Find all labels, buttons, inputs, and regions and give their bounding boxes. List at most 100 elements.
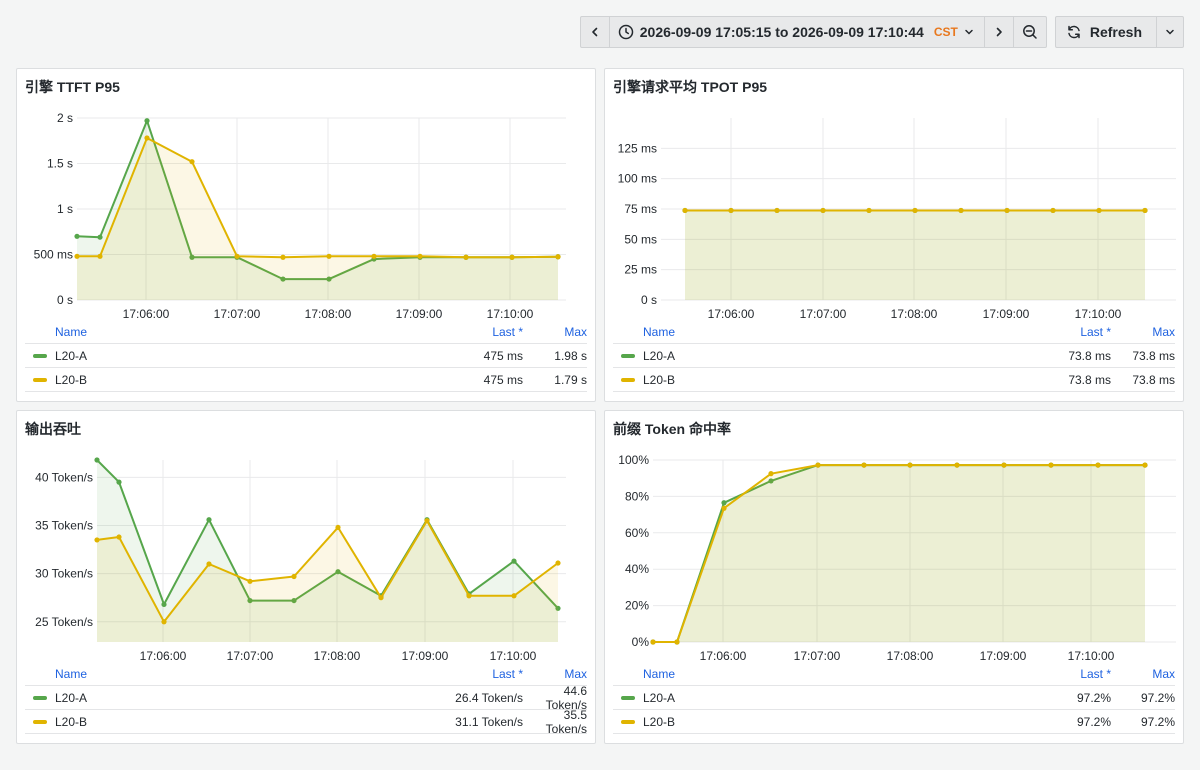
data-point-l20-b[interactable] xyxy=(1142,462,1148,468)
data-point-l20-b[interactable] xyxy=(774,207,780,214)
legend-header-max[interactable]: Max xyxy=(564,666,587,681)
legend-row[interactable]: L20-B 73.8 ms 73.8 ms xyxy=(613,368,1175,392)
data-point-l20-b[interactable] xyxy=(371,253,377,259)
data-point-l20-b[interactable] xyxy=(291,573,297,580)
legend-series-name[interactable]: L20-A xyxy=(613,691,1001,705)
legend-header-name[interactable]: Name xyxy=(55,666,88,681)
data-point-l20-b[interactable] xyxy=(1096,207,1102,214)
legend-series-name[interactable]: L20-B xyxy=(25,715,413,729)
series-line-l20-b[interactable] xyxy=(77,137,559,259)
data-point-l20-a[interactable] xyxy=(247,597,253,604)
data-point-l20-a[interactable] xyxy=(291,597,297,604)
data-point-l20-a[interactable] xyxy=(511,558,517,564)
data-point-l20-a[interactable] xyxy=(97,234,103,240)
zoom-out-button[interactable] xyxy=(1012,17,1046,47)
data-point-l20-b[interactable] xyxy=(820,207,826,214)
data-point-l20-b[interactable] xyxy=(161,619,167,625)
data-point-l20-b[interactable] xyxy=(958,207,964,214)
legend-header-max[interactable]: Max xyxy=(1152,324,1175,339)
data-point-l20-b[interactable] xyxy=(674,639,680,645)
data-point-l20-b[interactable] xyxy=(511,593,517,599)
legend-row[interactable]: L20-A 97.2% 97.2% xyxy=(613,686,1175,710)
data-point-l20-b[interactable] xyxy=(555,254,561,260)
data-point-l20-b[interactable] xyxy=(768,471,774,477)
legend-row[interactable]: L20-A 26.4 Token/s 44.6 Token/s xyxy=(25,684,587,712)
legend-row[interactable]: L20-A 73.8 ms 73.8 ms xyxy=(613,344,1175,368)
legend-series-name[interactable]: L20-A xyxy=(613,349,1001,363)
data-point-l20-b[interactable] xyxy=(555,560,561,566)
legend-series-name[interactable]: L20-B xyxy=(613,715,1001,729)
legend-header-last[interactable]: Last * xyxy=(1080,324,1111,339)
legend-header-last[interactable]: Last * xyxy=(492,324,523,339)
data-point-l20-b[interactable] xyxy=(116,534,122,540)
data-point-l20-b[interactable] xyxy=(280,254,286,260)
data-point-l20-a[interactable] xyxy=(189,254,195,260)
data-point-l20-a[interactable] xyxy=(161,601,167,608)
panel-prefix-cache-hit-rate[interactable]: 前缀 Token 命中率 0% 20% 40% 60% 80% 100% 17:06:00 1… xyxy=(604,410,1184,744)
legend-row[interactable]: L20-A 475 ms 1.98 s xyxy=(25,344,587,368)
data-point-l20-b[interactable] xyxy=(861,462,867,468)
data-point-l20-b[interactable] xyxy=(721,505,727,511)
data-point-l20-b[interactable] xyxy=(866,207,872,214)
data-point-l20-b[interactable] xyxy=(189,159,195,165)
chart-area[interactable]: 0 s 25 ms 50 ms 75 ms 100 ms 125 ms 17:06:00 17… xyxy=(605,69,1183,319)
data-point-l20-b[interactable] xyxy=(1048,462,1054,468)
data-point-l20-b[interactable] xyxy=(1004,207,1010,214)
panel-tpot-p95[interactable]: 引擎请求平均 TPOT P95 0 s 25 ms 50 ms 75 ms 100 ms… xyxy=(604,68,1184,402)
chart-area[interactable]: 25 Token/s 30 Token/s 35 Token/s 40 Token/s… xyxy=(17,411,595,661)
legend-header-name[interactable]: Name xyxy=(643,324,676,339)
data-point-l20-b[interactable] xyxy=(94,537,100,543)
legend-header-name[interactable]: Name xyxy=(643,666,676,681)
data-point-l20-a[interactable] xyxy=(74,233,80,239)
data-point-l20-b[interactable] xyxy=(417,253,423,259)
data-point-l20-b[interactable] xyxy=(728,207,734,214)
legend-series-name[interactable]: L20-A xyxy=(25,349,413,363)
data-point-l20-a[interactable] xyxy=(768,478,774,484)
data-point-l20-a[interactable] xyxy=(116,479,122,485)
chart-area[interactable]: 0% 20% 40% 60% 80% 100% 17:06:00 17:07:00 17:08:… xyxy=(605,411,1183,661)
data-point-l20-a[interactable] xyxy=(555,605,561,611)
legend-row[interactable]: L20-B 31.1 Token/s 35.5 Token/s xyxy=(25,708,587,736)
refresh-interval-dropdown[interactable] xyxy=(1156,17,1183,47)
data-point-l20-b[interactable] xyxy=(335,524,341,531)
data-point-l20-b[interactable] xyxy=(509,254,515,260)
panel-ttft-p95[interactable]: 引擎 TTFT P95 0 s 500 ms 1 s 1.5 s 2 s 17:06:00… xyxy=(16,68,596,402)
time-range-picker[interactable]: 2026-09-09 17:05:15 to 2026-09-09 17:10:… xyxy=(608,17,984,47)
legend-header-name[interactable]: Name xyxy=(55,324,88,339)
series-line-l20-b[interactable] xyxy=(96,519,559,623)
legend-header-max[interactable]: Max xyxy=(564,324,587,339)
data-point-l20-a[interactable] xyxy=(144,118,150,124)
data-point-l20-b[interactable] xyxy=(650,639,656,645)
legend-series-name[interactable]: L20-B xyxy=(25,373,413,387)
data-point-l20-a[interactable] xyxy=(280,276,286,282)
data-point-l20-b[interactable] xyxy=(815,462,821,468)
data-point-l20-a[interactable] xyxy=(721,500,727,506)
data-point-l20-a[interactable] xyxy=(326,276,332,282)
legend-header-max[interactable]: Max xyxy=(1152,666,1175,681)
data-point-l20-b[interactable] xyxy=(74,253,80,259)
legend-row[interactable]: L20-B 97.2% 97.2% xyxy=(613,710,1175,734)
time-shift-back-button[interactable] xyxy=(581,17,609,47)
data-point-l20-b[interactable] xyxy=(682,207,688,214)
data-point-l20-b[interactable] xyxy=(466,593,472,599)
panel-output-throughput[interactable]: 输出吞吐 25 Token/s 30 Token/s 35 Token/s 40 To… xyxy=(16,410,596,744)
chart-area[interactable]: 0 s 500 ms 1 s 1.5 s 2 s 17:06:00 17:07:00 17:0… xyxy=(17,69,595,319)
data-point-l20-b[interactable] xyxy=(97,253,103,259)
data-point-l20-b[interactable] xyxy=(463,254,469,260)
data-point-l20-b[interactable] xyxy=(234,253,240,259)
data-point-l20-b[interactable] xyxy=(378,595,384,601)
data-point-l20-b[interactable] xyxy=(1142,207,1148,214)
data-point-l20-a[interactable] xyxy=(94,457,100,463)
data-point-l20-b[interactable] xyxy=(1001,462,1007,468)
data-point-l20-b[interactable] xyxy=(424,518,430,524)
data-point-l20-a[interactable] xyxy=(335,569,341,575)
time-shift-forward-button[interactable] xyxy=(983,17,1013,47)
legend-row[interactable]: L20-B 475 ms 1.79 s xyxy=(25,368,587,392)
legend-series-name[interactable]: L20-A xyxy=(25,691,413,705)
data-point-l20-b[interactable] xyxy=(954,462,960,468)
legend-header-last[interactable]: Last * xyxy=(492,666,523,681)
series-line-l20-b[interactable] xyxy=(653,464,1145,643)
data-point-l20-b[interactable] xyxy=(907,462,913,468)
data-point-l20-a[interactable] xyxy=(206,517,212,523)
refresh-button[interactable]: Refresh xyxy=(1056,17,1156,47)
